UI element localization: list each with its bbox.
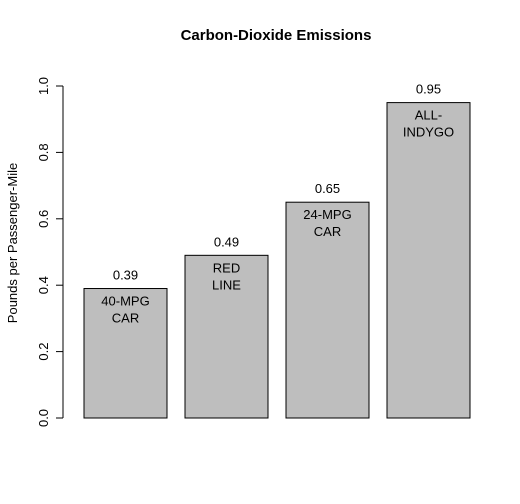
bar (184, 254, 269, 419)
y-tick-label: 0.6 (36, 210, 51, 228)
bar-labels-group: 40-MPG CAR RED LINE 24-MPG CAR ALL- INDYGO (101, 108, 454, 326)
bar-category-label: 40-MPG (101, 294, 149, 309)
y-tick-label: 0.4 (36, 276, 51, 294)
bars-group (83, 102, 471, 419)
data-labels-group: 0.39 0.49 0.65 0.95 (113, 82, 441, 283)
bar-category-label: 24-MPG (303, 207, 351, 222)
bar-value-label: 0.39 (113, 268, 138, 283)
bar-value-label: 0.49 (214, 234, 239, 249)
bar-category-label: CAR (314, 224, 341, 239)
y-tick-label: 0.0 (36, 409, 51, 427)
bar-value-label: 0.95 (416, 82, 441, 97)
bar-category-label: LINE (212, 277, 241, 292)
bar-category-label: INDYGO (403, 125, 454, 140)
bar (83, 288, 168, 419)
chart-title: Carbon-Dioxide Emissions (181, 27, 372, 44)
bar-category-label: CAR (112, 311, 139, 326)
bar-value-label: 0.65 (315, 181, 340, 196)
y-axis: 0.0 0.2 0.4 0.6 0.8 1.0 (36, 77, 64, 427)
y-axis-label: Pounds per Passenger-Mile (5, 163, 20, 323)
bar (386, 102, 471, 419)
bar (285, 201, 370, 419)
y-tick-label: 1.0 (36, 77, 51, 95)
bar-category-label: ALL- (415, 108, 442, 123)
y-tick-label: 0.2 (36, 343, 51, 361)
y-tick-label: 0.8 (36, 143, 51, 161)
bar-category-label: RED (213, 260, 240, 275)
